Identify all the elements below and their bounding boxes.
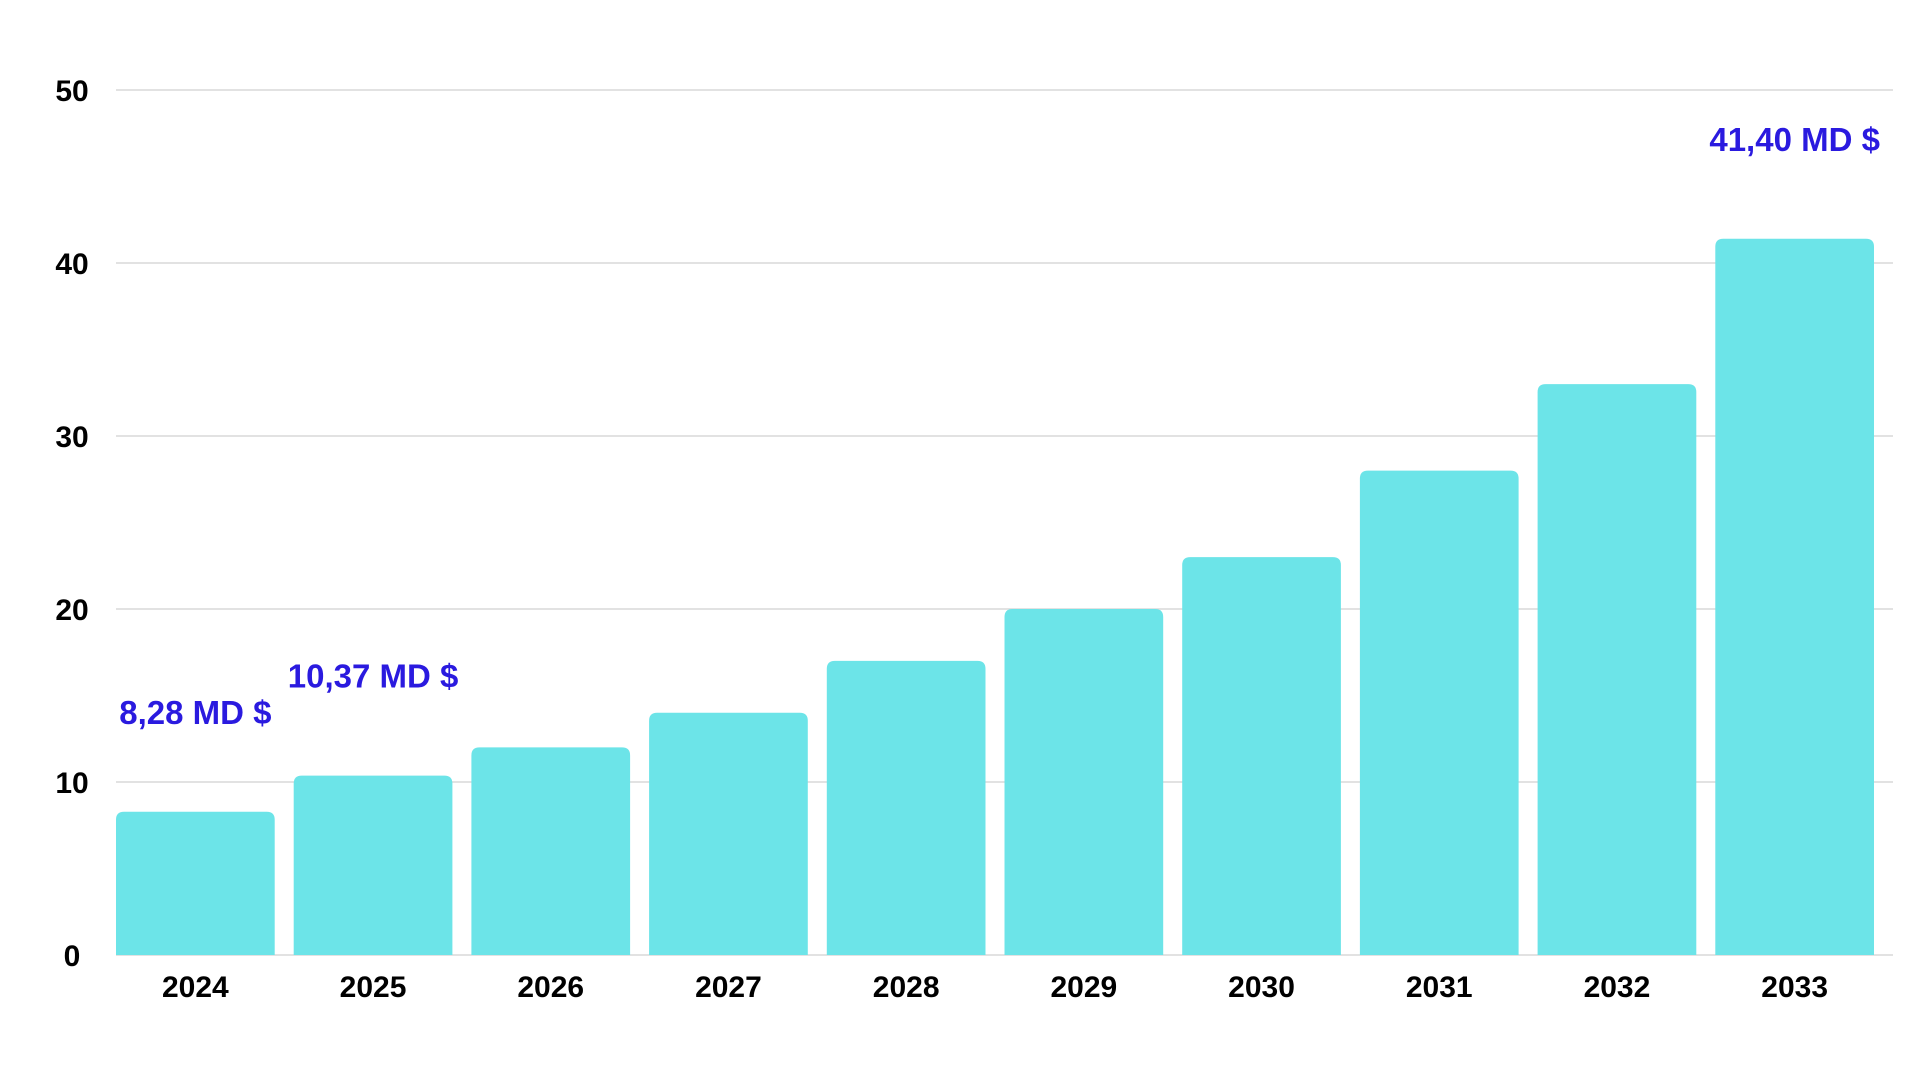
- bar-2031: [1359, 470, 1519, 955]
- y-axis-tick-labels: 0 10 20 30 40 50: [55, 75, 88, 973]
- x-tick-label: 2031: [1406, 971, 1473, 1004]
- data-label-2025: 10,37 MD $: [288, 658, 459, 695]
- x-tick-label: 2030: [1228, 971, 1295, 1004]
- x-tick-label: 2024: [162, 971, 229, 1004]
- x-tick-label: 2033: [1761, 971, 1828, 1004]
- y-tick-label: 0: [64, 940, 81, 973]
- x-tick-label: 2032: [1584, 971, 1651, 1004]
- y-tick-label: 10: [55, 767, 88, 800]
- bar-2033: [1715, 238, 1874, 955]
- bar-2032: [1537, 384, 1697, 956]
- y-tick-label: 40: [55, 248, 88, 281]
- bar-2025: [293, 775, 453, 955]
- y-tick-label: 20: [55, 594, 88, 627]
- data-label-2024: 8,28 MD $: [119, 694, 271, 731]
- y-tick-label: 30: [55, 421, 88, 454]
- x-tick-label: 2028: [873, 971, 940, 1004]
- bar-2029: [1004, 609, 1164, 955]
- data-labels: 8,28 MD $ 10,37 MD $ 41,40 MD $: [119, 121, 1880, 731]
- bar-2027: [649, 712, 808, 955]
- bar-2028: [826, 660, 986, 955]
- bar-2026: [471, 747, 631, 955]
- x-tick-label: 2027: [695, 971, 762, 1004]
- bars: [116, 238, 1874, 956]
- x-tick-label: 2029: [1050, 971, 1117, 1004]
- bar-2030: [1182, 557, 1341, 955]
- x-tick-label: 2025: [340, 971, 407, 1004]
- data-label-2033: 41,40 MD $: [1709, 121, 1880, 158]
- x-tick-label: 2026: [517, 971, 584, 1004]
- bar-2024: [116, 811, 275, 955]
- x-axis-tick-labels: 2024 2025 2026 2027 2028 2029 2030 2031 2032 2033: [162, 971, 1828, 1004]
- y-tick-label: 50: [55, 75, 88, 108]
